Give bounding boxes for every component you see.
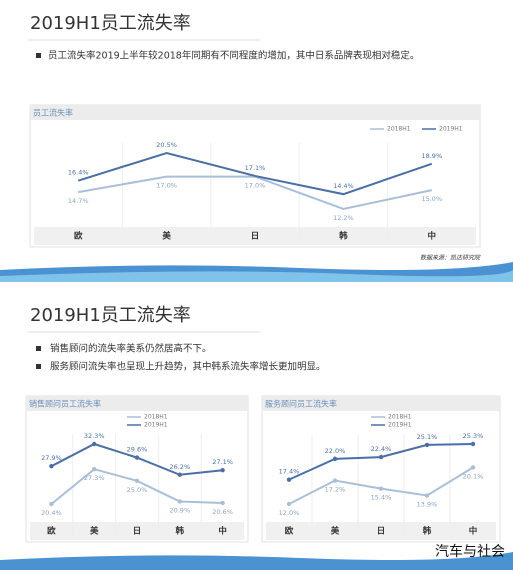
x-tick-label: 欧 (285, 526, 294, 537)
value-label: 32.3% (84, 432, 105, 440)
x-tick-label: 韩 (423, 526, 432, 537)
value-label: 27.3% (84, 474, 105, 482)
x-tick-label: 欧 (47, 526, 56, 537)
slide-title: 2019H1员工流失率 (30, 305, 191, 326)
value-label: 20.5% (156, 141, 177, 149)
value-label: 17.4% (279, 468, 300, 476)
value-label: 20.1% (463, 472, 484, 480)
value-label: 25.3% (463, 432, 484, 440)
value-label: 14.7% (68, 197, 89, 205)
bullet: 员工流失率2019上半年较2018年同期有不同程度的增加，其中日系品牌表现相对稳… (48, 50, 419, 62)
point (49, 463, 54, 469)
chart-frame (25, 395, 249, 543)
value-label: 20.6% (212, 508, 233, 516)
value-label: 17.0% (156, 182, 177, 190)
value-label: 17.1% (245, 164, 266, 172)
point (177, 472, 182, 477)
point (470, 465, 476, 470)
bullet: 服务顾问流失率也呈现上升趋势，其中韩系流失率增长更加明显。 (50, 361, 326, 373)
x-tick-label: 韩 (339, 231, 348, 242)
watermark: 汽车与社会 (435, 543, 505, 560)
chart-title: 员工流失率 (33, 108, 73, 118)
category-row (30, 522, 244, 540)
x-tick-label: 日 (377, 527, 386, 537)
point (286, 501, 292, 507)
point (134, 455, 140, 460)
value-label: 25.0% (127, 486, 148, 494)
value-label: 16.4% (68, 169, 89, 177)
point (220, 500, 225, 506)
point (424, 442, 430, 448)
value-label: 18.9% (421, 152, 442, 160)
value-label: 27.1% (212, 458, 233, 466)
bullet-dot (36, 346, 41, 351)
bullet-dot (36, 53, 41, 58)
point (177, 499, 182, 504)
chart-header (30, 105, 480, 120)
legend-label: 2018H1 (144, 414, 168, 421)
chart-header (262, 396, 500, 411)
value-label: 17.0% (245, 182, 266, 190)
chart-header (26, 396, 248, 411)
series-line (77, 151, 433, 196)
chart-frame (261, 395, 501, 543)
chart-title: 销售顾问员工流失率 (29, 399, 101, 409)
point (220, 468, 225, 473)
bullet-dot (36, 364, 41, 369)
value-label: 20.4% (41, 509, 62, 517)
category-row (34, 227, 476, 245)
x-tick-label: 欧 (74, 231, 83, 242)
value-label: 25.1% (417, 433, 438, 441)
x-tick-label: 韩 (176, 526, 185, 537)
legend-label: 2019H1 (144, 422, 168, 429)
x-tick-label: 中 (469, 526, 478, 537)
value-label: 29.6% (127, 446, 148, 454)
value-label: 12.0% (279, 509, 300, 517)
legend-label: 2019H1 (388, 422, 412, 429)
x-tick-label: 中 (218, 526, 227, 537)
value-label: 27.9% (41, 454, 62, 462)
x-tick-label: 日 (133, 527, 142, 537)
legend-label: 2018H1 (388, 414, 412, 421)
legend-label: 2019H1 (439, 126, 463, 133)
value-label: 22.0% (325, 447, 346, 455)
bullet: 销售顾问的流失率美系仍然居高不下。 (50, 343, 212, 355)
source: 数据来源：凯达研究院 (420, 254, 481, 262)
point (470, 441, 476, 447)
value-label: 15.4% (371, 494, 392, 502)
wave-band (0, 270, 513, 282)
value-label: 12.2% (333, 214, 354, 222)
point (332, 478, 338, 483)
point (92, 467, 97, 472)
value-label: 26.2% (169, 463, 190, 471)
chart-title: 服务顾问员工流失率 (265, 399, 337, 409)
point (286, 477, 292, 482)
value-label: 20.9% (169, 506, 190, 514)
point (92, 441, 97, 447)
x-tick-label: 美 (90, 526, 99, 537)
x-tick-label: 中 (428, 231, 437, 242)
value-label: 15.0% (421, 195, 442, 203)
point (332, 456, 338, 462)
wave-band (0, 552, 513, 570)
value-label: 22.4% (371, 445, 392, 453)
x-tick-label: 美 (162, 231, 171, 242)
value-label: 17.2% (325, 486, 346, 494)
point (378, 486, 384, 491)
value-label: 13.9% (417, 500, 438, 508)
point (49, 501, 54, 507)
value-label: 14.4% (333, 182, 354, 190)
x-tick-label: 美 (331, 526, 340, 537)
point (378, 454, 384, 460)
legend-label: 2018H1 (387, 126, 411, 133)
x-tick-label: 日 (251, 232, 260, 242)
category-row (266, 522, 496, 540)
slide-title: 2019H1员工流失率 (30, 13, 191, 34)
point (424, 493, 430, 498)
point (134, 478, 140, 484)
